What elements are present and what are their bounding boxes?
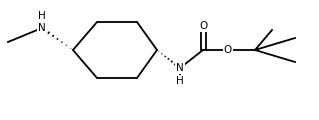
Text: H: H [176,76,184,86]
Text: O: O [199,21,207,31]
Text: H: H [38,11,46,21]
Text: N: N [176,63,184,73]
Text: O: O [224,45,232,55]
Text: N: N [38,23,46,33]
